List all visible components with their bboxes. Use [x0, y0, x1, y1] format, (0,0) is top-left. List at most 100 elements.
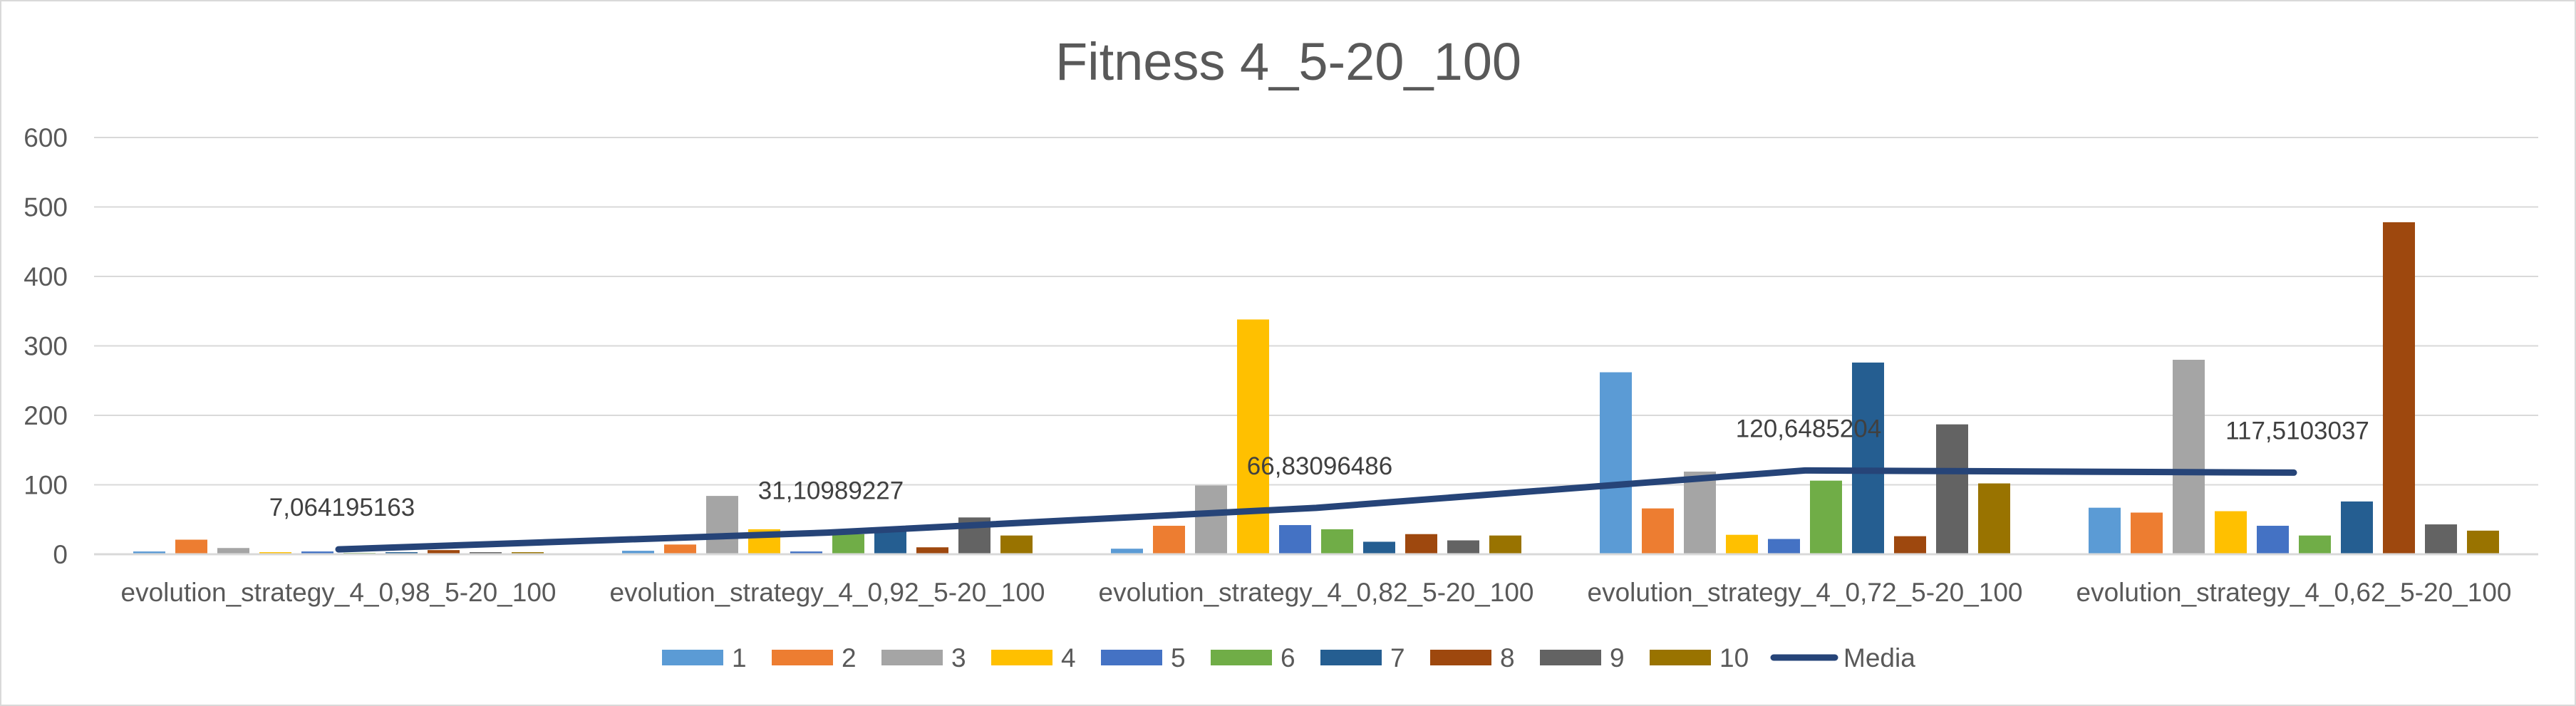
bar-series-4	[1237, 319, 1269, 554]
bar-series-8	[428, 550, 460, 554]
bar-series-9	[1447, 540, 1479, 554]
y-tick-label: 400	[24, 262, 68, 291]
legend-label: 5	[1171, 643, 1186, 673]
media-data-label: 7,064195163	[269, 494, 415, 521]
gridlines	[94, 137, 2538, 486]
bar-series-3	[1684, 471, 1716, 554]
legend-label: 2	[842, 643, 857, 673]
bar-series-7	[1852, 362, 1884, 554]
bar-series-4	[1726, 534, 1758, 554]
bar-series-2	[1153, 526, 1185, 554]
legend-label: Media	[1843, 643, 1915, 673]
legend-item-3: 3	[881, 643, 966, 673]
bar-series-6	[832, 534, 864, 554]
bar-series-3	[1195, 485, 1227, 554]
bar-series-8	[2383, 222, 2415, 554]
bar-series-3	[2173, 360, 2205, 554]
x-axis-labels: evolution_strategy_4_0,98_5-20_100 evolut…	[121, 578, 2512, 607]
bar-series-8	[1894, 536, 1926, 554]
media-line-path	[335, 467, 2297, 553]
bar-series-6	[2299, 535, 2331, 554]
legend-item-10: 10	[1650, 643, 1749, 673]
bar-series-6	[1321, 529, 1353, 554]
y-tick-label: 100	[24, 471, 68, 500]
bar-series-2	[664, 544, 696, 554]
bar-series-5	[1279, 525, 1311, 554]
bar-series-7	[2341, 501, 2373, 554]
bar-series-4	[2215, 511, 2247, 554]
legend-swatch	[772, 650, 833, 665]
legend-swatch	[881, 650, 943, 665]
legend-swatch	[991, 650, 1052, 665]
legend-label: 3	[951, 643, 966, 673]
bar-series-5	[790, 551, 822, 554]
legend-label: 8	[1500, 643, 1515, 673]
legend-swatch	[1211, 650, 1272, 665]
bar-series-5	[2257, 526, 2289, 554]
x-category-label: evolution_strategy_4_0,62_5-20_100	[2076, 578, 2512, 607]
media-data-label: 120,6485204	[1736, 415, 1881, 442]
bar-series-1	[622, 551, 654, 554]
legend-item-Media: Media	[1770, 643, 1915, 673]
legend-item-9: 9	[1540, 643, 1625, 673]
bar-series-6	[1810, 480, 1842, 554]
legend-label: 7	[1390, 643, 1405, 673]
bar-series-3	[217, 548, 249, 554]
media-line	[335, 467, 2297, 553]
legend-swatch	[1320, 650, 1382, 665]
bar-series-7	[874, 531, 906, 554]
legend-item-1: 1	[662, 643, 747, 673]
x-category-label: evolution_strategy_4_0,92_5-20_100	[610, 578, 1045, 607]
legend-label: 10	[1719, 643, 1749, 673]
x-category-label: evolution_strategy_4_0,82_5-20_100	[1099, 578, 1534, 607]
bar-series-1	[1600, 372, 1632, 554]
bar-series-9	[2425, 524, 2457, 554]
legend-item-6: 6	[1211, 643, 1295, 673]
legend-label: 1	[732, 643, 747, 673]
bar-series-10	[1000, 535, 1033, 554]
y-tick-label: 200	[24, 401, 68, 430]
bar-series-2	[1642, 508, 1674, 554]
bar-series-5	[1768, 539, 1800, 554]
legend-swatch	[1430, 650, 1491, 665]
bar-series-10	[2467, 530, 2499, 554]
legend-item-2: 2	[772, 643, 857, 673]
x-category-label: evolution_strategy_4_0,72_5-20_100	[1588, 578, 2023, 607]
y-tick-label: 600	[24, 123, 68, 152]
legend: 1 2 3 4 5 6 7 8 9 10 Media	[662, 643, 1915, 673]
y-tick-label: 500	[24, 193, 68, 222]
legend-swatch	[1101, 650, 1162, 665]
bar-series-9	[1936, 424, 1968, 554]
bar-series-3	[706, 496, 738, 554]
bar-series-1	[133, 551, 165, 554]
bar-series-1	[1111, 549, 1143, 554]
legend-item-8: 8	[1430, 643, 1515, 673]
bar-series-1	[2089, 507, 2121, 554]
legend-item-5: 5	[1101, 643, 1186, 673]
legend-label: 6	[1281, 643, 1295, 673]
legend-item-7: 7	[1320, 643, 1405, 673]
bar-series-2	[2131, 512, 2163, 554]
bar-series-8	[916, 547, 948, 554]
bar-series-7	[1363, 541, 1395, 554]
y-tick-label: 300	[24, 332, 68, 361]
media-data-label: 66,83096486	[1247, 452, 1392, 480]
data-labels: 7,064195163 31,10989227 66,83096486 120,648…	[269, 415, 2369, 521]
legend-item-4: 4	[991, 643, 1076, 673]
y-tick-label: 0	[53, 540, 68, 569]
bar-series-8	[1405, 534, 1437, 554]
legend-swatch	[1540, 650, 1601, 665]
bar-series-10	[1978, 483, 2010, 554]
legend-swatch	[1650, 650, 1711, 665]
media-data-label: 31,10989227	[758, 477, 904, 505]
y-axis-ticks: 0 100 200 300 400 500 600	[24, 123, 68, 569]
bar-series-2	[175, 539, 207, 554]
legend-label: 9	[1610, 643, 1625, 673]
legend-label: 4	[1061, 643, 1076, 673]
x-category-label: evolution_strategy_4_0,98_5-20_100	[121, 578, 557, 607]
bar-series-10	[1489, 535, 1521, 554]
bars	[133, 222, 2499, 554]
media-data-label: 117,5103037	[2225, 417, 2369, 445]
